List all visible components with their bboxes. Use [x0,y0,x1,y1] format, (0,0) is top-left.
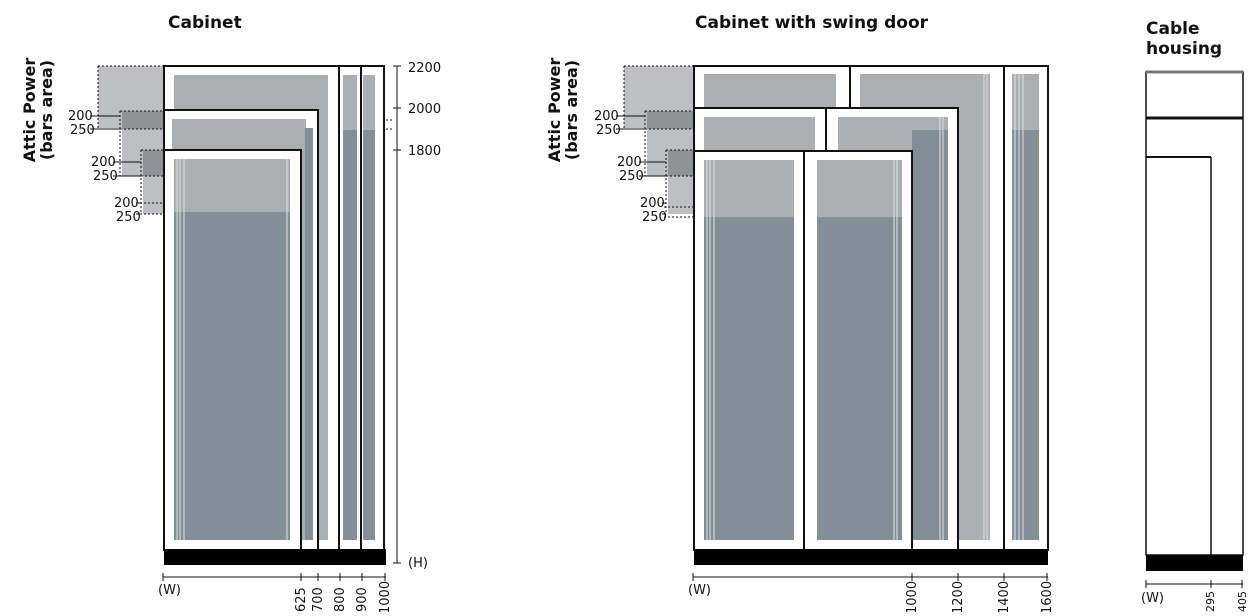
width-tick-295: 295 [1204,591,1217,612]
swing-cabinet-plinth [694,549,1048,565]
width-tick-700: 700 [311,587,326,612]
height-tick-1800: 1800 [408,144,441,159]
attic-label: 250 [116,210,141,225]
attic-zone-low [143,176,164,214]
attic-label: 250 [70,123,95,138]
attic-label: 200 [640,196,665,211]
attic-label: 200 [68,109,93,124]
width-axis-label: (W) [1141,591,1164,606]
cable-housing-title-line2: housing [1146,39,1222,59]
attic-zone-tall-dark [122,111,164,129]
attic-label: 200 [594,109,619,124]
height-axis: 2200 2000 1800 (H) [393,61,441,571]
attic-label: 200 [617,155,642,170]
swing-door-panel: Cabinet with swing door Attic Power (bar… [545,13,1055,614]
width-tick-1600: 1600 [1040,581,1055,612]
width-tick-1400: 1400 [997,581,1012,612]
attic-value-labels: 200 250 200 250 200 250 [68,109,141,225]
attic-label: 250 [596,123,621,138]
cabinet-title: Cabinet [168,13,242,33]
cable-housing-body [1145,70,1244,556]
cable-housing-title-line1: Cable [1146,19,1199,39]
width-tick-625: 625 [294,587,309,612]
width-tick-1000: 1000 [905,581,920,612]
attic-zone-tall-dark [647,111,694,129]
height-axis-label: (H) [408,556,428,571]
height-tick-2000: 2000 [408,102,441,117]
attic-power-label-line1: Attic Power [545,58,564,163]
attic-label: 200 [114,196,139,211]
swing-cabinet-front [693,150,913,551]
attic-power-label-line2: (bars area) [562,60,581,160]
attic-label: 250 [642,210,667,225]
width-tick-1200: 1200 [951,581,966,612]
attic-label: 250 [619,169,644,184]
width-tick-405: 405 [1236,591,1249,612]
attic-power-label-line1: Attic Power [20,58,39,163]
width-axis-label: (W) [688,583,711,598]
width-axis: (W) 295 405 [1141,580,1249,612]
attic-zone-mid-dark [668,150,694,176]
attic-power-label-line2: (bars area) [37,60,56,160]
cable-housing-plinth [1146,555,1243,571]
attic-label: 250 [93,169,118,184]
width-axis-label: (W) [158,583,181,598]
width-tick-1000: 1000 [378,581,393,612]
attic-zone-low [668,176,694,214]
cabinet-plinth [164,549,386,565]
cabinet-panel: Cabinet Attic Power (bars area) 200 [20,13,441,614]
width-tick-800: 800 [333,587,348,612]
cable-housing-panel: Cable housing (W) 295 405 [1141,19,1249,612]
cabinet-front [163,149,302,551]
width-axis: (W) 1000 1200 1400 1600 [688,573,1055,614]
width-axis: (W) 625 700 800 900 1000 [158,573,393,614]
attic-label: 200 [91,155,116,170]
attic-zone-mid-dark [143,150,164,176]
height-tick-2200: 2200 [408,61,441,76]
attic-value-labels: 200 250 200 250 200 250 [594,109,667,225]
swing-door-title: Cabinet with swing door [695,13,929,33]
width-tick-900: 900 [355,587,370,612]
